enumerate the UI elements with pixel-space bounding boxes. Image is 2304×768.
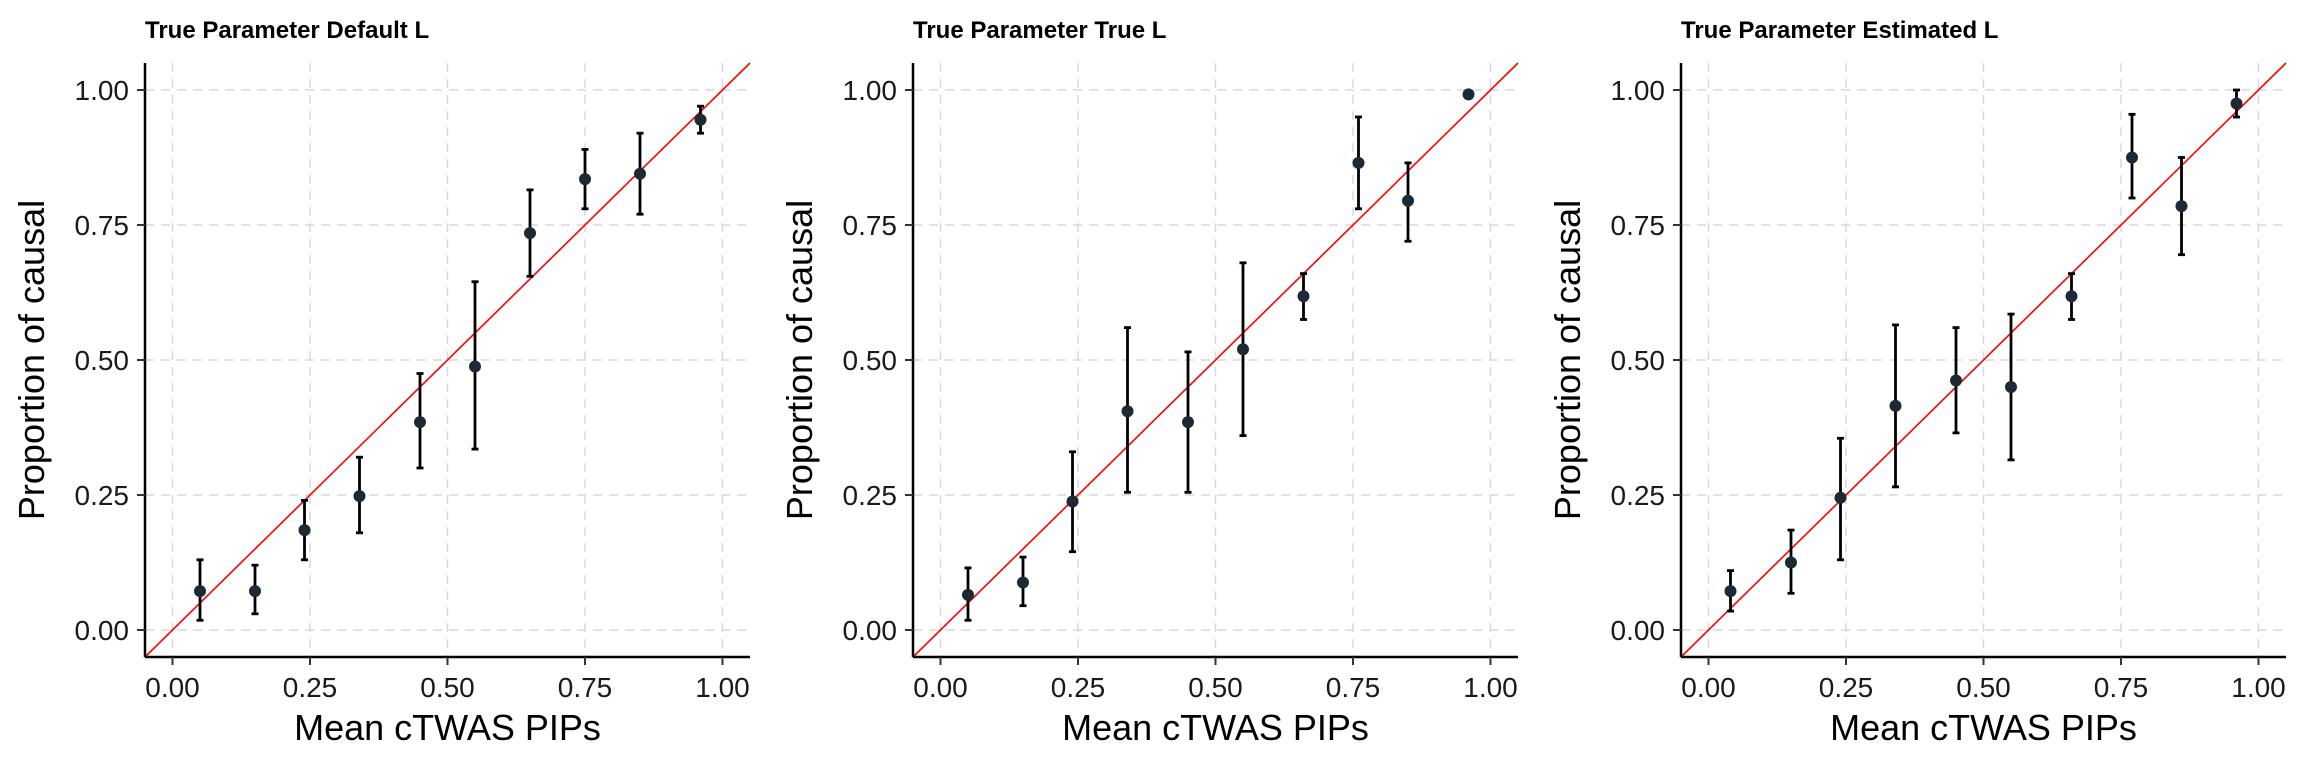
data-point (2126, 151, 2138, 164)
data-point (579, 173, 591, 186)
panel-title: True Parameter Estimated L (1681, 17, 1998, 44)
y-tick-label: 0.75 (1611, 210, 1666, 241)
y-axis-title: Proportion of causal (11, 200, 52, 520)
y-tick-label: 0.75 (75, 210, 130, 241)
data-point (524, 227, 536, 240)
x-tick-label: 0.75 (1326, 672, 1381, 703)
data-point (2175, 200, 2188, 213)
y-tick-label: 1.00 (75, 75, 130, 106)
data-point (1724, 585, 1737, 598)
data-point (1297, 290, 1310, 303)
y-tick-label: 0.00 (1611, 615, 1666, 646)
panel-1: True Parameter Default L 0.00 0.25 0.50 0.75… (11, 17, 751, 748)
y-tick-label: 0.75 (843, 210, 898, 241)
data-point (1889, 399, 1902, 412)
data-point (1950, 374, 1962, 387)
x-axis-title: Mean cTWAS PIPs (1062, 707, 1369, 748)
x-tick-label: 0.25 (283, 672, 338, 703)
data-point (469, 360, 481, 373)
y-tick-label: 0.25 (1611, 480, 1666, 511)
x-tick-label: 0.00 (1681, 672, 1736, 703)
x-tick-label: 0.50 (1956, 672, 2011, 703)
data-point (194, 585, 206, 598)
data-point (634, 167, 646, 180)
y-tick-label: 1.00 (843, 75, 898, 106)
y-tick-label: 0.50 (75, 345, 130, 376)
x-tick-label: 0.75 (2094, 672, 2149, 703)
reference-line (144, 62, 751, 658)
data-point (1462, 88, 1475, 101)
data-point (249, 585, 261, 598)
data-point (298, 524, 311, 537)
x-tick-label: 0.25 (1819, 672, 1874, 703)
y-tick-label: 0.25 (843, 480, 898, 511)
y-tick-label: 0.25 (75, 480, 130, 511)
reference-line (912, 62, 1519, 658)
x-tick-label: 0.00 (145, 672, 200, 703)
y-tick-label: 0.50 (1611, 345, 1666, 376)
data-point (1121, 405, 1134, 418)
data-point (1785, 556, 1797, 569)
reference-line (1680, 62, 2287, 658)
panel-3: True Parameter Estimated L 0.00 0.25 0.50 0.… (1547, 17, 2287, 748)
data-point (962, 588, 974, 601)
x-axis-title: Mean cTWAS PIPs (294, 707, 601, 748)
panel-2: True Parameter True L 0.00 0.25 0.50 0.75 1.0… (779, 17, 1519, 748)
y-tick-label: 0.00 (843, 615, 898, 646)
data-point (1834, 491, 1847, 504)
x-axis-title: Mean cTWAS PIPs (1830, 707, 2137, 748)
data-point (1237, 343, 1249, 356)
x-tick-label: 1.00 (1463, 672, 1518, 703)
panel-title: True Parameter Default L (145, 17, 429, 44)
x-tick-label: 0.75 (558, 672, 613, 703)
data-point (1182, 416, 1194, 429)
data-point (2065, 290, 2078, 303)
y-tick-label: 0.00 (75, 615, 130, 646)
data-point (414, 416, 426, 429)
data-point (353, 490, 366, 503)
panel-title: True Parameter True L (913, 17, 1166, 44)
x-tick-label: 1.00 (695, 672, 750, 703)
y-axis-title: Proportion of causal (1547, 200, 1588, 520)
data-point (2230, 97, 2243, 110)
x-tick-label: 0.25 (1051, 672, 1106, 703)
y-axis-title: Proportion of causal (779, 200, 820, 520)
x-tick-label: 0.00 (913, 672, 968, 703)
data-point (2005, 381, 2017, 393)
x-tick-label: 0.50 (420, 672, 475, 703)
x-tick-label: 0.50 (1188, 672, 1243, 703)
data-point (1402, 194, 1414, 207)
data-point (694, 113, 707, 126)
y-tick-label: 0.50 (843, 345, 898, 376)
data-point (1352, 156, 1365, 169)
y-tick-label: 1.00 (1611, 75, 1666, 106)
data-point (1017, 576, 1029, 589)
x-tick-label: 1.00 (2231, 672, 2286, 703)
data-point (1066, 495, 1079, 508)
